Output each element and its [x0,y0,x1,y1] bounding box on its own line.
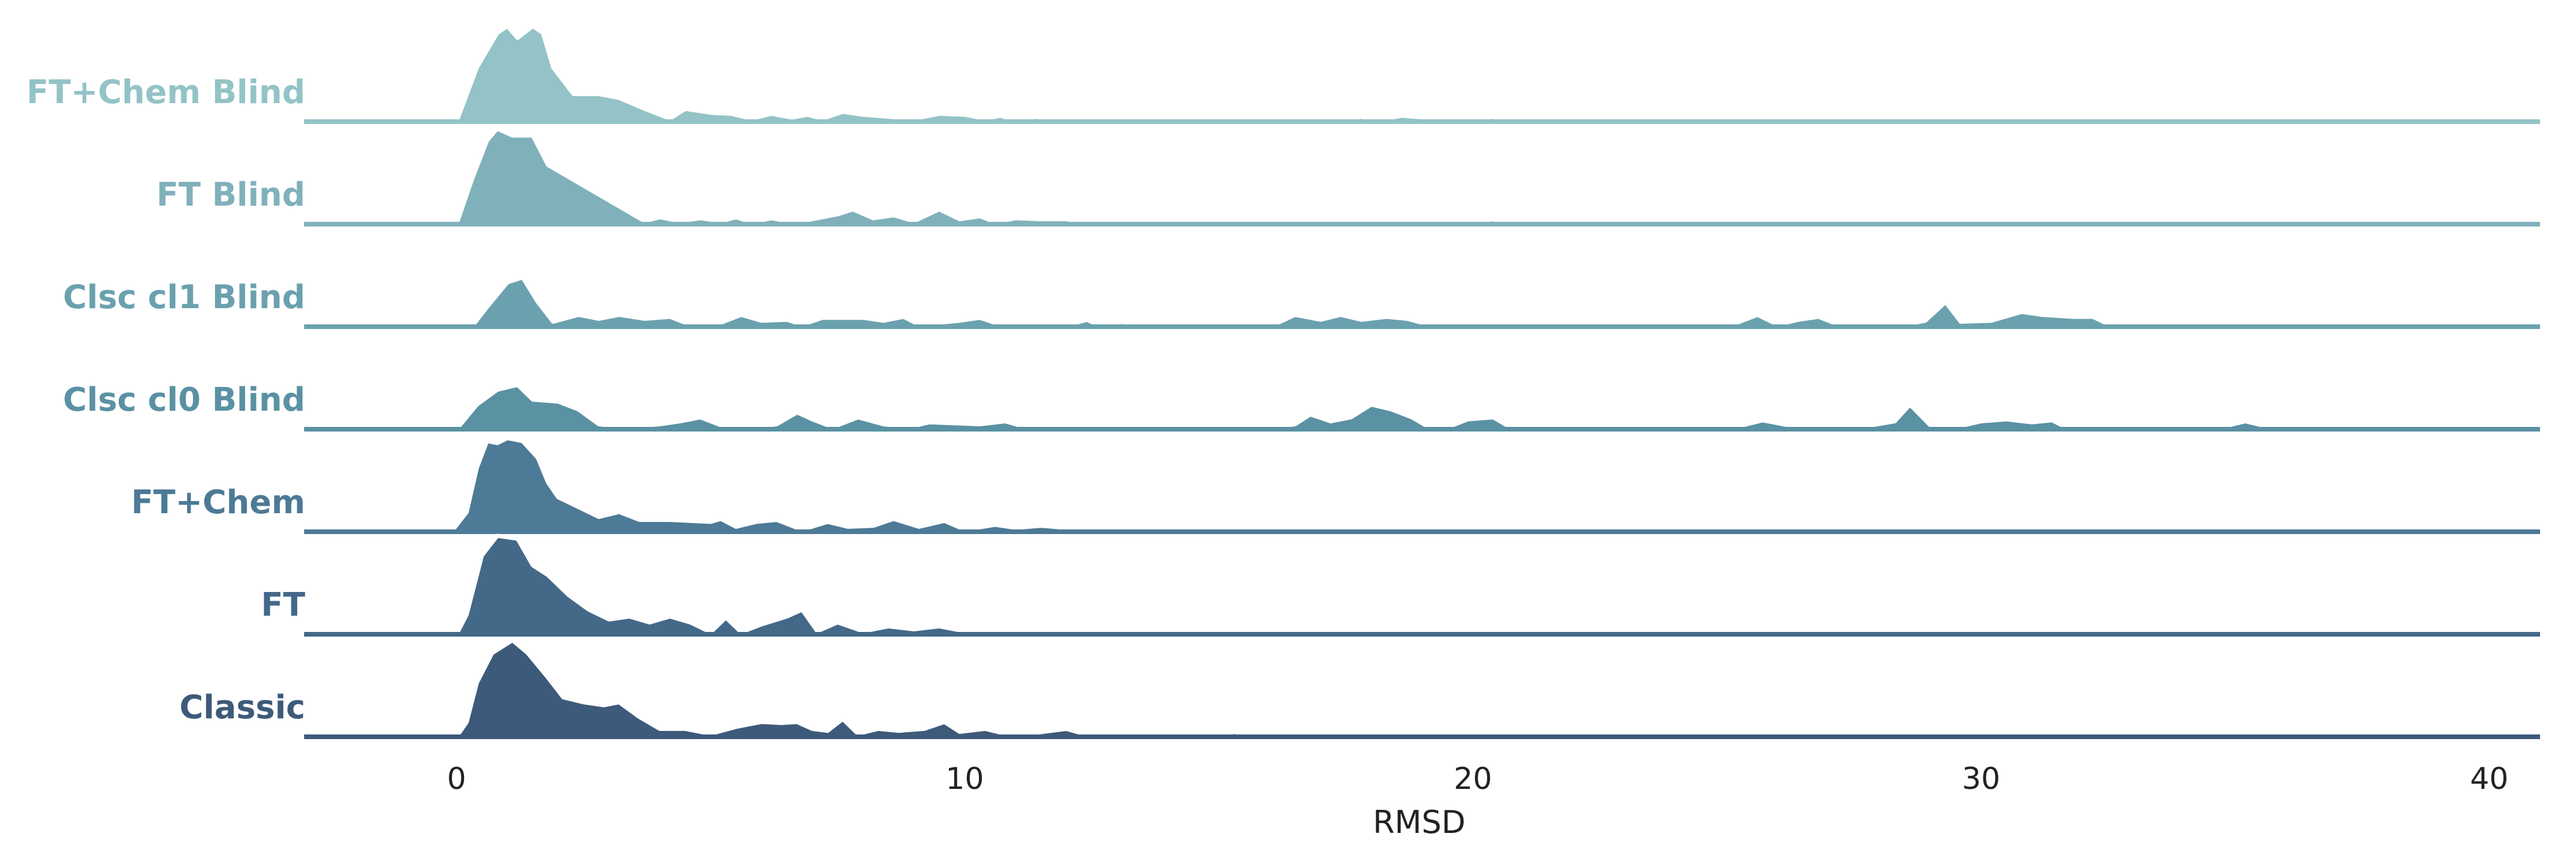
ridge-ft-blind [302,126,2542,226]
row-label-ft-chem-blind: FT+Chem Blind [27,74,305,111]
row-label-clsc-cl0-blind: Clsc cl0 Blind [63,381,305,419]
row-label-clsc-cl1-blind: Clsc cl1 Blind [63,279,305,316]
row-label-ft-chem: FT+Chem [131,484,305,521]
row-label-classic: Classic [180,689,305,726]
density-area-clsc-cl0-blind [302,383,2542,432]
density-area-ft-blind [302,126,2542,226]
density-area-ft-chem [302,436,2542,534]
x-tick-label: 20 [1454,762,1492,796]
ridge-clsc-cl1-blind [302,275,2542,329]
row-label-ft-blind: FT Blind [156,176,305,214]
x-tick-label: 40 [2470,762,2508,796]
ridge-clsc-cl0-blind [302,383,2542,432]
row-labels-layer: FT+Chem Blind FT Blind Clsc cl1 Blind Clsc … [27,74,305,726]
x-tick-label: 30 [1962,762,2000,796]
ridge-ft [302,533,2542,637]
x-axis-label: RMSD [1373,804,1466,840]
x-tick-label: 0 [447,762,466,796]
row-label-ft: FT [261,586,305,624]
density-area-ft-chem-blind [302,24,2542,124]
ridges-layer [302,24,2542,739]
density-area-ft [302,533,2542,637]
density-area-classic [302,638,2542,739]
x-axis: 0 10 20 30 40 [447,762,2509,796]
x-tick-label: 10 [945,762,984,796]
density-area-clsc-cl1-blind [302,275,2542,329]
ridge-ft-chem-blind [302,24,2542,124]
ridge-classic [302,638,2542,739]
ridge-ft-chem [302,436,2542,534]
